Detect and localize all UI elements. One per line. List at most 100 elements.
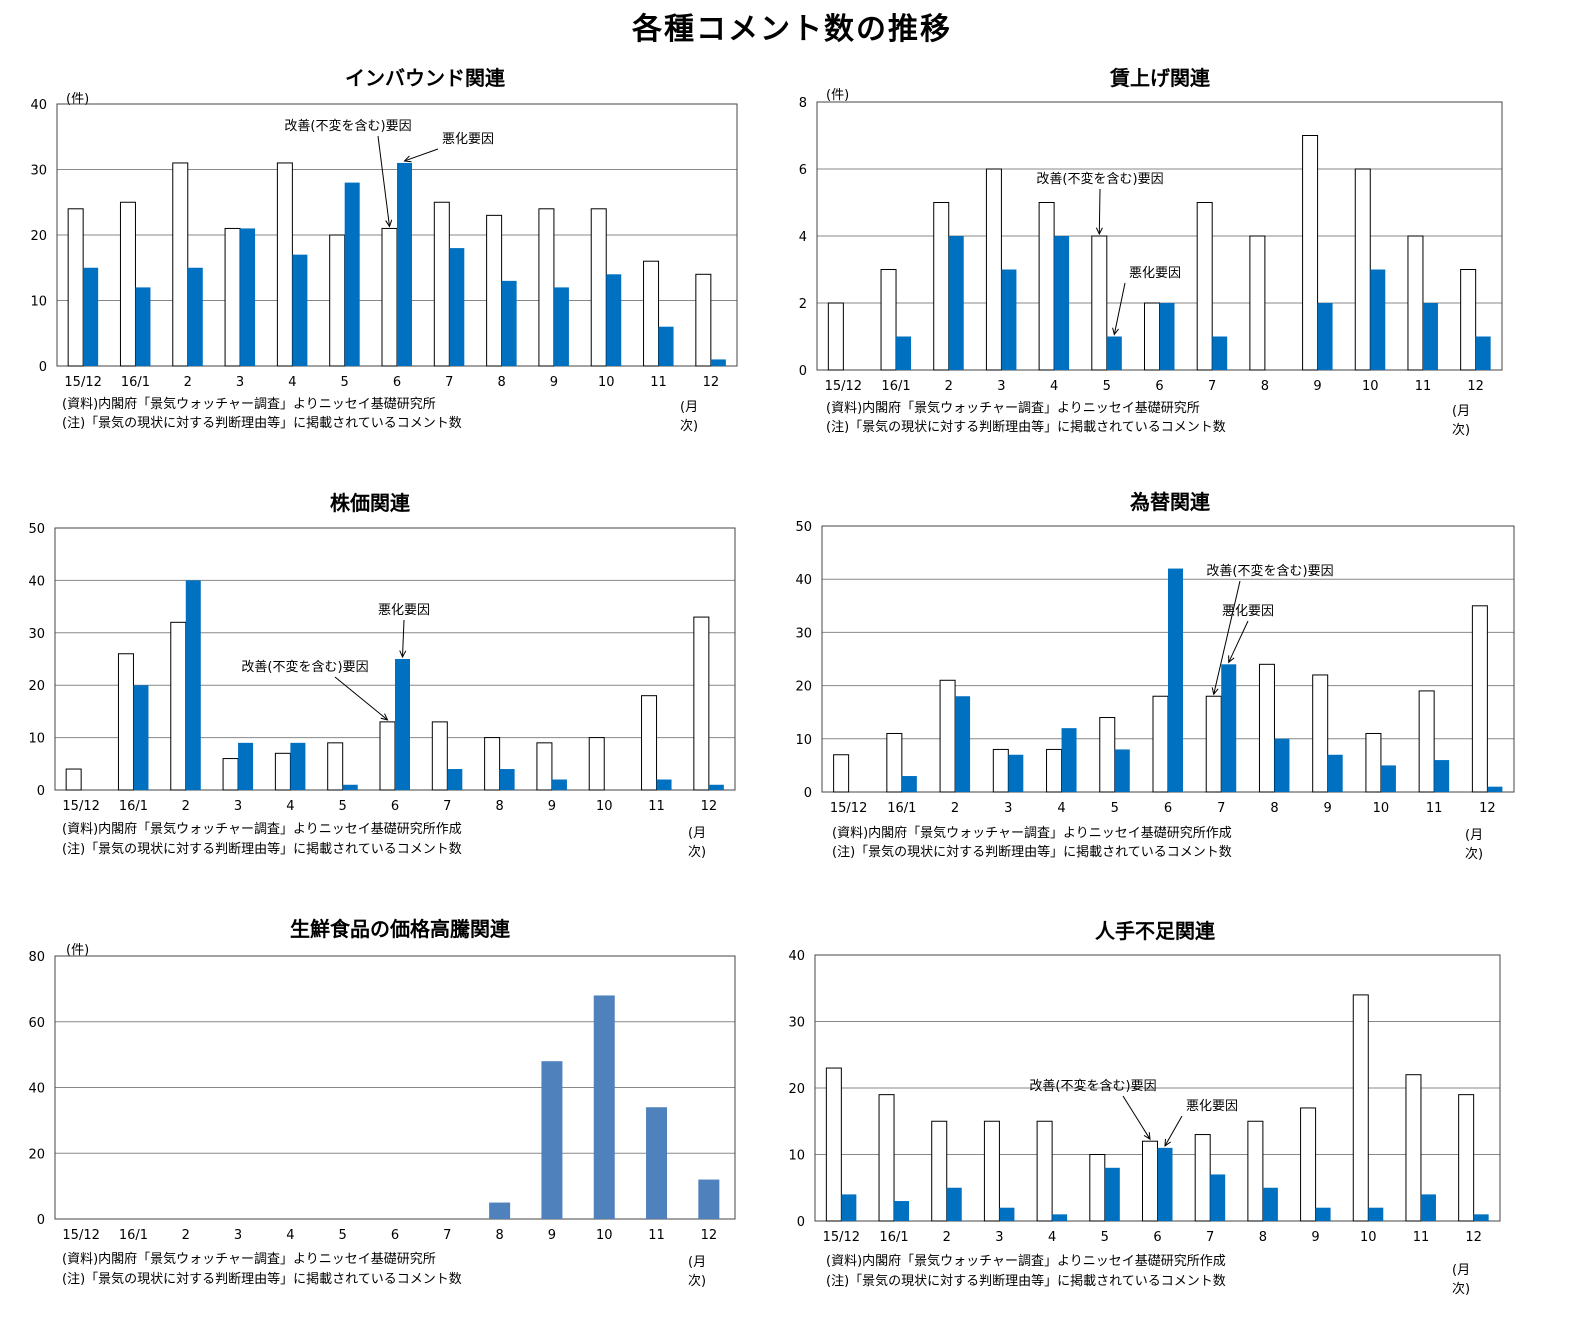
annotation-label: 改善(不変を含む)要因 [1029, 1078, 1156, 1094]
y-tick-label: 30 [28, 627, 45, 642]
bar-worsen [901, 776, 917, 792]
y-tick-label: 30 [795, 626, 812, 641]
bar-improve [1247, 1120, 1264, 1222]
y-unit-label: (件) [826, 88, 850, 103]
bar-improve [172, 162, 189, 367]
x-tick-label: 5 [341, 375, 349, 390]
y-tick-label: 40 [795, 573, 812, 588]
x-tick-label: 4 [286, 1228, 294, 1243]
annotation-label: 悪化要因 [1222, 604, 1274, 619]
annotation-label: 悪化要因 [1129, 266, 1181, 281]
y-unit-label: (件) [66, 92, 90, 107]
y-tick-label: 30 [788, 1016, 805, 1031]
bar-worsen [955, 696, 971, 792]
x-tick-label: 7 [1206, 1230, 1214, 1245]
x-tick-label: 5 [339, 799, 347, 814]
x-tick-label: 8 [1259, 1230, 1267, 1245]
x-tick-label: 10 [1362, 379, 1379, 394]
bar-worsen [344, 182, 360, 366]
bar-value [646, 1107, 668, 1219]
chart-title: 為替関連 [1130, 490, 1210, 514]
bar-worsen [292, 254, 308, 366]
y-tick-label: 40 [30, 98, 47, 113]
x-tick-label: 11 [1413, 1230, 1430, 1245]
bar-worsen [553, 287, 569, 366]
x-tick-label: 16/1 [119, 799, 148, 814]
bar-worsen [1114, 749, 1130, 792]
bar-worsen [999, 1207, 1015, 1221]
bar-improve [1196, 202, 1213, 371]
x-tick-label: 7 [1208, 379, 1216, 394]
bar-improve [1418, 690, 1435, 793]
bar-improve [641, 695, 658, 791]
chart-title: インバウンド関連 [345, 66, 505, 90]
x-unit-label: (月次) [688, 1255, 707, 1289]
bar-worsen [1274, 738, 1290, 792]
bar-worsen [606, 274, 622, 366]
y-tick-label: 40 [788, 949, 805, 964]
chart-title: 賃上げ関連 [1110, 66, 1210, 90]
y-tick-label: 0 [37, 784, 45, 799]
annotation-arrow [1122, 1095, 1151, 1140]
annotation-label: 悪化要因 [1186, 1099, 1238, 1114]
x-tick-label: 16/1 [121, 375, 150, 390]
bar-improve [931, 1120, 948, 1222]
x-tick-label: 15/12 [62, 1228, 99, 1243]
bar-improve [484, 737, 501, 791]
x-tick-label: 8 [1261, 379, 1269, 394]
x-tick-label: 3 [995, 1230, 1003, 1245]
x-tick-label: 15/12 [830, 801, 867, 816]
x-tick-label: 6 [1164, 801, 1172, 816]
x-tick-label: 16/1 [879, 1230, 908, 1245]
chart-title: 株価関連 [330, 491, 410, 515]
bar-worsen [1370, 269, 1386, 370]
bar-worsen [948, 236, 964, 370]
bar-worsen [1221, 664, 1237, 792]
bar-worsen [710, 359, 726, 366]
y-tick-label: 20 [28, 679, 45, 694]
annotation-arrow [1113, 282, 1126, 335]
bar-worsen [1315, 1207, 1331, 1221]
bar-worsen [449, 248, 465, 366]
bar-worsen [1001, 269, 1017, 370]
x-tick-label: 8 [495, 799, 503, 814]
bar-improve [833, 754, 850, 793]
x-tick-label: 3 [234, 799, 242, 814]
x-tick-label: 15/12 [825, 379, 862, 394]
bar-worsen [240, 228, 256, 366]
x-tick-label: 10 [1373, 801, 1390, 816]
x-tick-label: 7 [1217, 801, 1225, 816]
bar-worsen [656, 779, 672, 790]
x-tick-label: 5 [1101, 1230, 1109, 1245]
bar-worsen [1434, 760, 1450, 792]
y-tick-label: 0 [39, 360, 47, 375]
bar-worsen [1262, 1187, 1278, 1221]
x-unit-label: (月次) [1452, 1263, 1471, 1297]
x-tick-label: 2 [945, 379, 953, 394]
x-tick-label: 9 [550, 375, 558, 390]
bar-worsen [894, 1201, 910, 1221]
footnote: (注)「景気の現状に対する判断理由等」に掲載されているコメント数 [826, 420, 1226, 435]
bar-worsen [187, 267, 203, 366]
bar-improve [878, 1094, 895, 1222]
bar-improve [1249, 235, 1266, 371]
bar-worsen [841, 1194, 857, 1221]
annotation-arrow [402, 619, 405, 658]
x-tick-label: 6 [1153, 1230, 1161, 1245]
bar-worsen [658, 326, 674, 366]
bar-worsen [83, 267, 99, 366]
x-tick-label: 2 [943, 1230, 951, 1245]
annotation-arrowhead [1095, 227, 1103, 236]
x-tick-label: 2 [951, 801, 959, 816]
y-tick-label: 20 [30, 229, 47, 244]
annotation-arrowhead [1112, 327, 1119, 336]
x-tick-label: 8 [497, 375, 505, 390]
bar-worsen [1422, 303, 1438, 370]
x-tick-label: 15/12 [62, 799, 99, 814]
bar-improve [886, 732, 903, 793]
footnote: (注)「景気の現状に対する判断理由等」に掲載されているコメント数 [62, 1272, 462, 1287]
bar-improve [1460, 269, 1477, 371]
